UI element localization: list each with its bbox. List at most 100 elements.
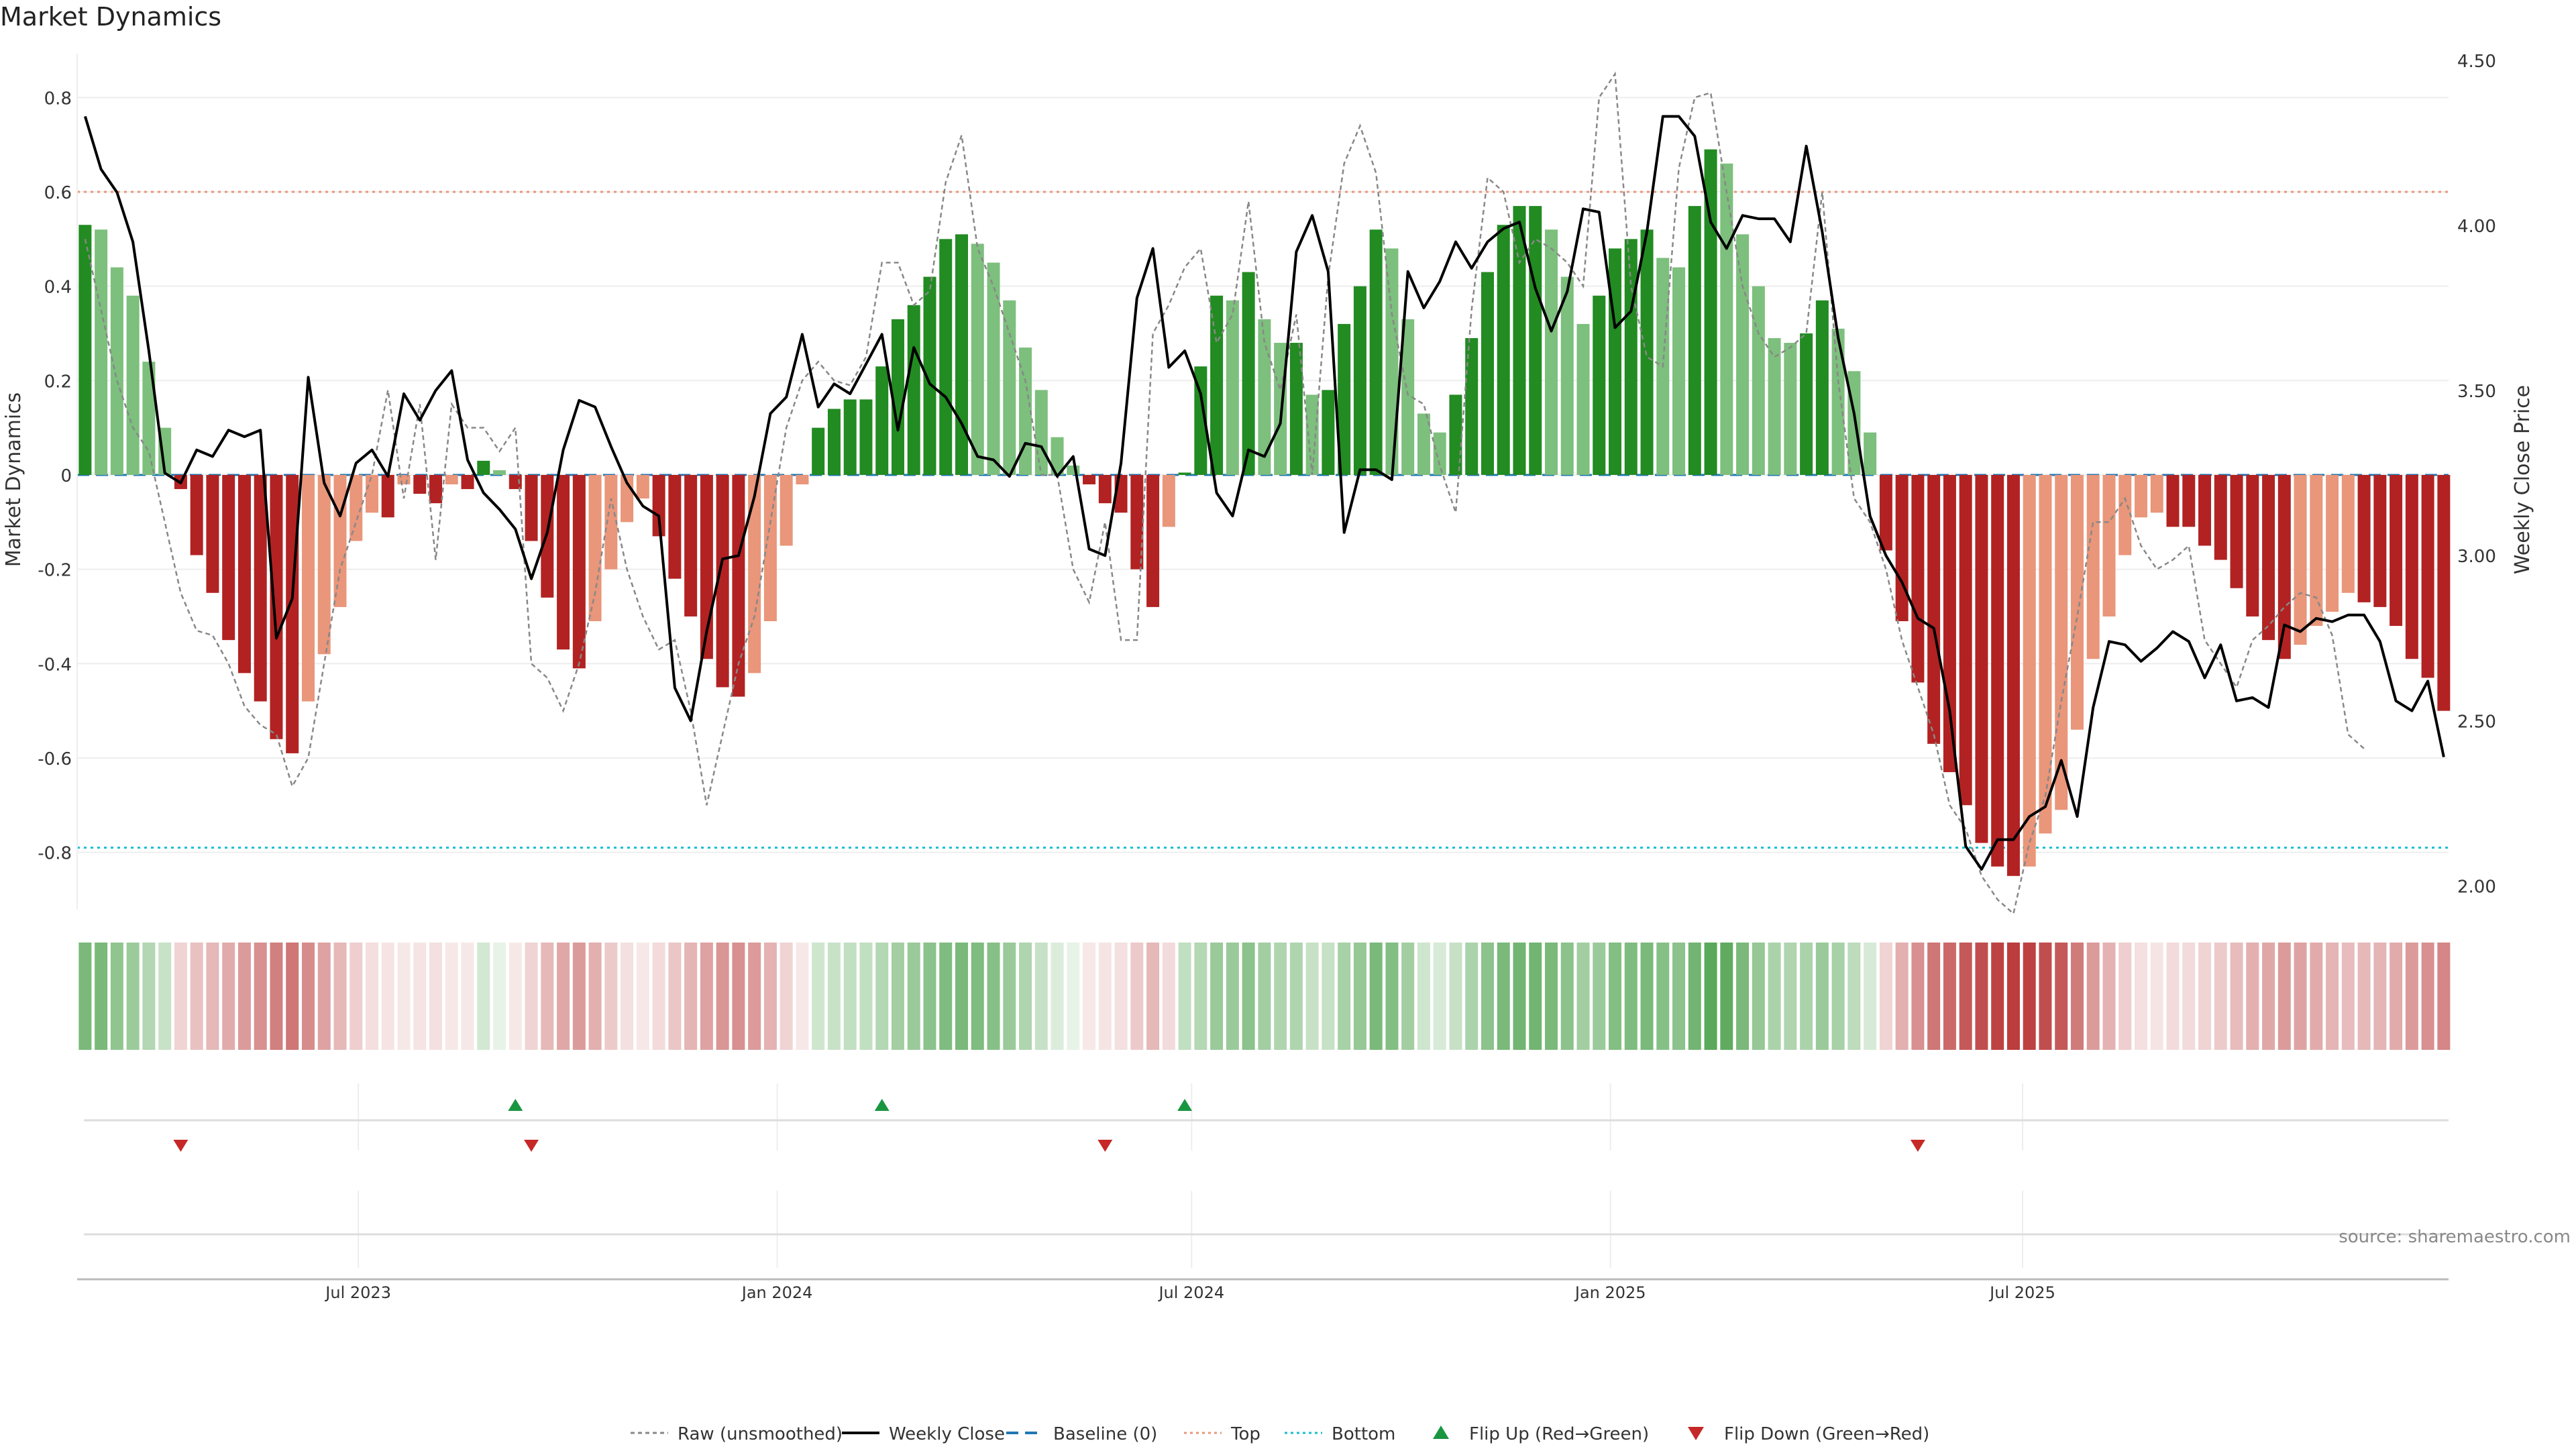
momentum-bar [2326,474,2339,612]
momentum-bar [1879,474,1892,551]
momentum-bar [1417,413,1430,475]
momentum-bar [493,470,506,475]
momentum-bar [939,239,953,475]
momentum-bar [1640,229,1654,475]
x-tick-label: Jul 2025 [1988,1283,2055,1302]
momentum-bar [1130,474,1144,570]
heat-strip-cell [445,943,458,1050]
momentum-bar [2373,474,2387,607]
momentum-bar [2437,474,2451,711]
momentum-bar [2039,474,2052,834]
momentum-bar [1544,229,1558,475]
heat-strip-cell [1067,943,1080,1050]
flip-panel [84,1099,2449,1236]
heat-strip-cell [621,943,634,1050]
momentum-bar [222,474,235,641]
heat-strip-cell [254,943,267,1050]
momentum-bar [763,474,777,621]
momentum-bar [1162,474,1175,527]
x-tick-label: Jan 2024 [741,1283,813,1302]
heat-strip-cell [2150,943,2163,1050]
heat-strip-cell [2039,943,2052,1050]
flip-up-marker [1177,1099,1193,1111]
heat-strip-cell [190,943,203,1050]
momentum-bar [955,234,969,475]
heat-strip-cell [508,943,522,1050]
heat-strip-cell [1226,943,1239,1050]
heat-strip-cell [1784,943,1797,1050]
momentum-bar [2055,474,2068,810]
heat-strip-cell [2023,943,2036,1050]
heat-strip-cell [1178,943,1191,1050]
momentum-bar [604,474,618,570]
heat-strip-cell [2437,943,2451,1050]
heat-strip-cell [1289,943,1303,1050]
heat-strip-cell [126,943,140,1050]
heat-strip-cell [1019,943,1032,1050]
heat-strip-cell [1210,943,1224,1050]
momentum-bar [732,474,745,697]
heat-strip-cell [2230,943,2243,1050]
heat-strip-cell [2055,943,2068,1050]
heat-strip-cell [955,943,969,1050]
heat-strip-cell [827,943,841,1050]
heat-strip-cell [365,943,379,1050]
momentum-bar [365,474,379,513]
y-right-tick-label: 3.00 [2457,547,2496,567]
heat-strip-cell [237,943,251,1050]
heat-strip-cell [222,943,235,1050]
momentum-bar [95,229,108,475]
momentum-bar [668,474,682,579]
momentum-bar [1529,206,1542,475]
heat-strip-cell [2262,943,2275,1050]
momentum-bar [1034,390,1048,475]
heat-strip-cell [461,943,474,1050]
momentum-bar [1736,234,1750,475]
momentum-bar [1704,149,1717,475]
heat-strip-cell [2390,943,2403,1050]
weekly-close-line [83,115,2445,871]
heat-strip-cell [1720,943,1733,1050]
legend-label: Weekly Close [889,1424,1005,1444]
heat-strip-cell [1098,943,1112,1050]
heat-strip-cell [684,943,698,1050]
heat-strip-cell [907,943,920,1050]
heat-strip-cell [477,943,490,1050]
y-axis-left-label: Market Dynamics [2,392,25,568]
momentum-bar [413,474,427,494]
momentum-bar [2198,474,2212,546]
heat-strip-cell [2277,943,2291,1050]
heat-strip-cell [1417,943,1430,1050]
y-left-tick-label: -0.8 [38,844,72,864]
momentum-bar [2390,474,2403,627]
heat-strip-cell [158,943,172,1050]
heat-strip-cell [1895,943,1909,1050]
heat-strip-cell [301,943,315,1050]
y-left-tick-label: 0 [60,466,72,486]
heat-strip-cell [1576,943,1590,1050]
momentum-bar [2310,474,2323,627]
y-left-tick-label: 0.4 [44,278,72,298]
momentum-bar [971,244,984,475]
heat-strip-cell [939,943,953,1050]
heat-strip-cell [2357,943,2371,1050]
heat-strip-cell [1624,943,1638,1050]
x-tick-label: Jul 2024 [1157,1283,1224,1302]
heat-strip-cell [1114,943,1128,1050]
heat-strip-cell [1146,943,1160,1050]
momentum-bar [2150,474,2163,513]
y-right-tick-label: 4.50 [2457,52,2496,72]
heat-strip-cell [110,943,123,1050]
heat-strip-cell [1513,943,1526,1050]
momentum-bar [827,409,841,475]
y-right-tick-label: 4.00 [2457,217,2496,237]
momentum-bar [1609,248,1622,475]
heat-strip-cell [1656,943,1670,1050]
heat-strip [78,943,2451,1050]
x-gridlines [358,1083,2024,1268]
momentum-bar [859,399,873,475]
momentum-bar [1003,300,1016,475]
flip-up-marker [508,1099,523,1111]
heat-strip-cell [1003,943,1016,1050]
momentum-bar [812,427,825,475]
